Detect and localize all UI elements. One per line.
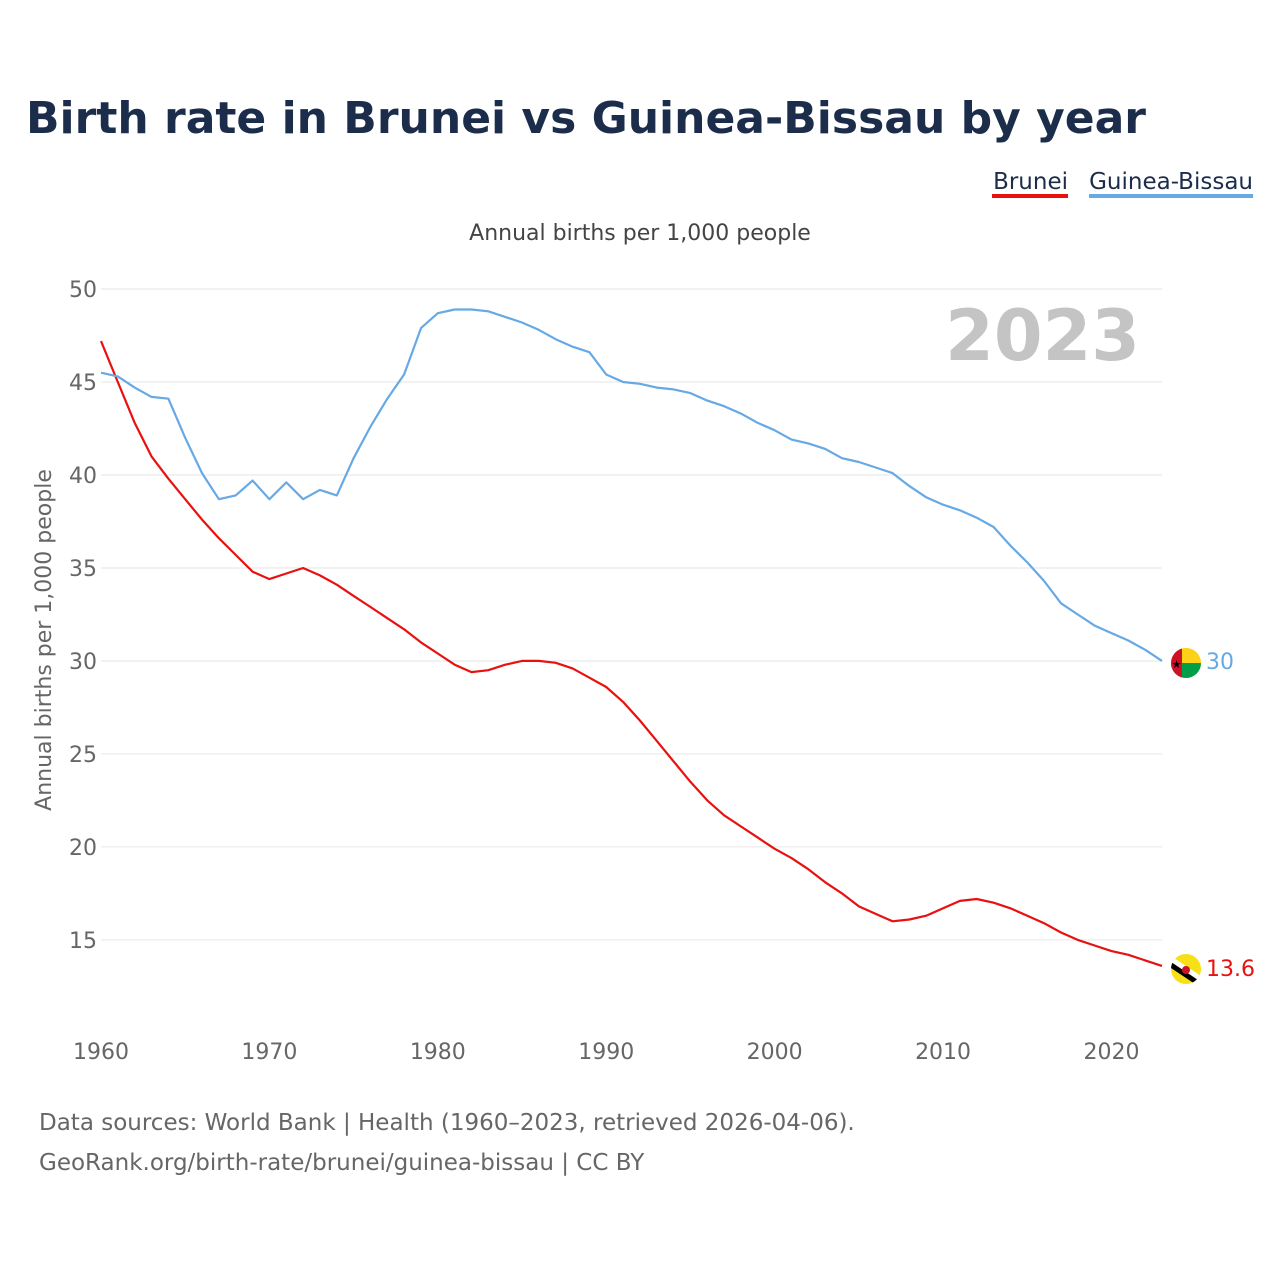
chart-subtitle: Annual births per 1,000 people (469, 221, 811, 246)
y-tick-label: 20 (69, 836, 97, 861)
source-line-2[interactable]: GeoRank.org/birth-rate/brunei/guinea-bis… (39, 1150, 645, 1176)
y-tick-label: 30 (69, 650, 97, 675)
legend-item-brunei[interactable]: Brunei (993, 169, 1068, 195)
brunei-flag-icon (1171, 954, 1201, 984)
x-tick-label: 1960 (73, 1040, 129, 1065)
x-tick-label: 1980 (410, 1040, 466, 1065)
y-tick-label: 35 (69, 557, 97, 582)
end-label-brunei: 13.6 (1206, 957, 1255, 982)
y-axis-label: Annual births per 1,000 people (32, 469, 57, 811)
x-tick-label: 1970 (241, 1040, 297, 1065)
year-stamp: 2023 (945, 295, 1140, 377)
legend-item-guinea-bissau[interactable]: Guinea-Bissau (1089, 169, 1253, 195)
guinea-bissau-flag-icon: ★ (1171, 648, 1201, 678)
y-tick-label: 25 (69, 743, 97, 768)
y-tick-label: 50 (69, 278, 97, 303)
y-axis-ticks: 15 20 25 30 35 40 45 50 (69, 278, 97, 954)
x-tick-label: 2000 (747, 1040, 803, 1065)
series-lines (99, 308, 1163, 967)
svg-text:★: ★ (1172, 658, 1182, 671)
gridlines (101, 288, 1162, 941)
y-tick-label: 40 (69, 464, 97, 489)
x-tick-label: 2020 (1083, 1040, 1139, 1065)
source-line-1: Data sources: World Bank | Health (1960–… (39, 1110, 855, 1136)
chart-title: Birth rate in Brunei vs Guinea-Bissau by… (26, 93, 1146, 144)
x-axis-ticks: 1960 1970 1980 1990 2000 2010 2020 (73, 1040, 1139, 1065)
series-line-brunei (99, 340, 1163, 967)
x-tick-label: 1990 (578, 1040, 634, 1065)
series-line-guinea-bissau (100, 308, 1163, 662)
legend: Brunei Guinea-Bissau (992, 169, 1253, 198)
y-tick-label: 45 (69, 371, 97, 396)
y-tick-label: 15 (69, 929, 97, 954)
end-label-guinea-bissau: 30 (1206, 650, 1234, 675)
x-tick-label: 2010 (915, 1040, 971, 1065)
